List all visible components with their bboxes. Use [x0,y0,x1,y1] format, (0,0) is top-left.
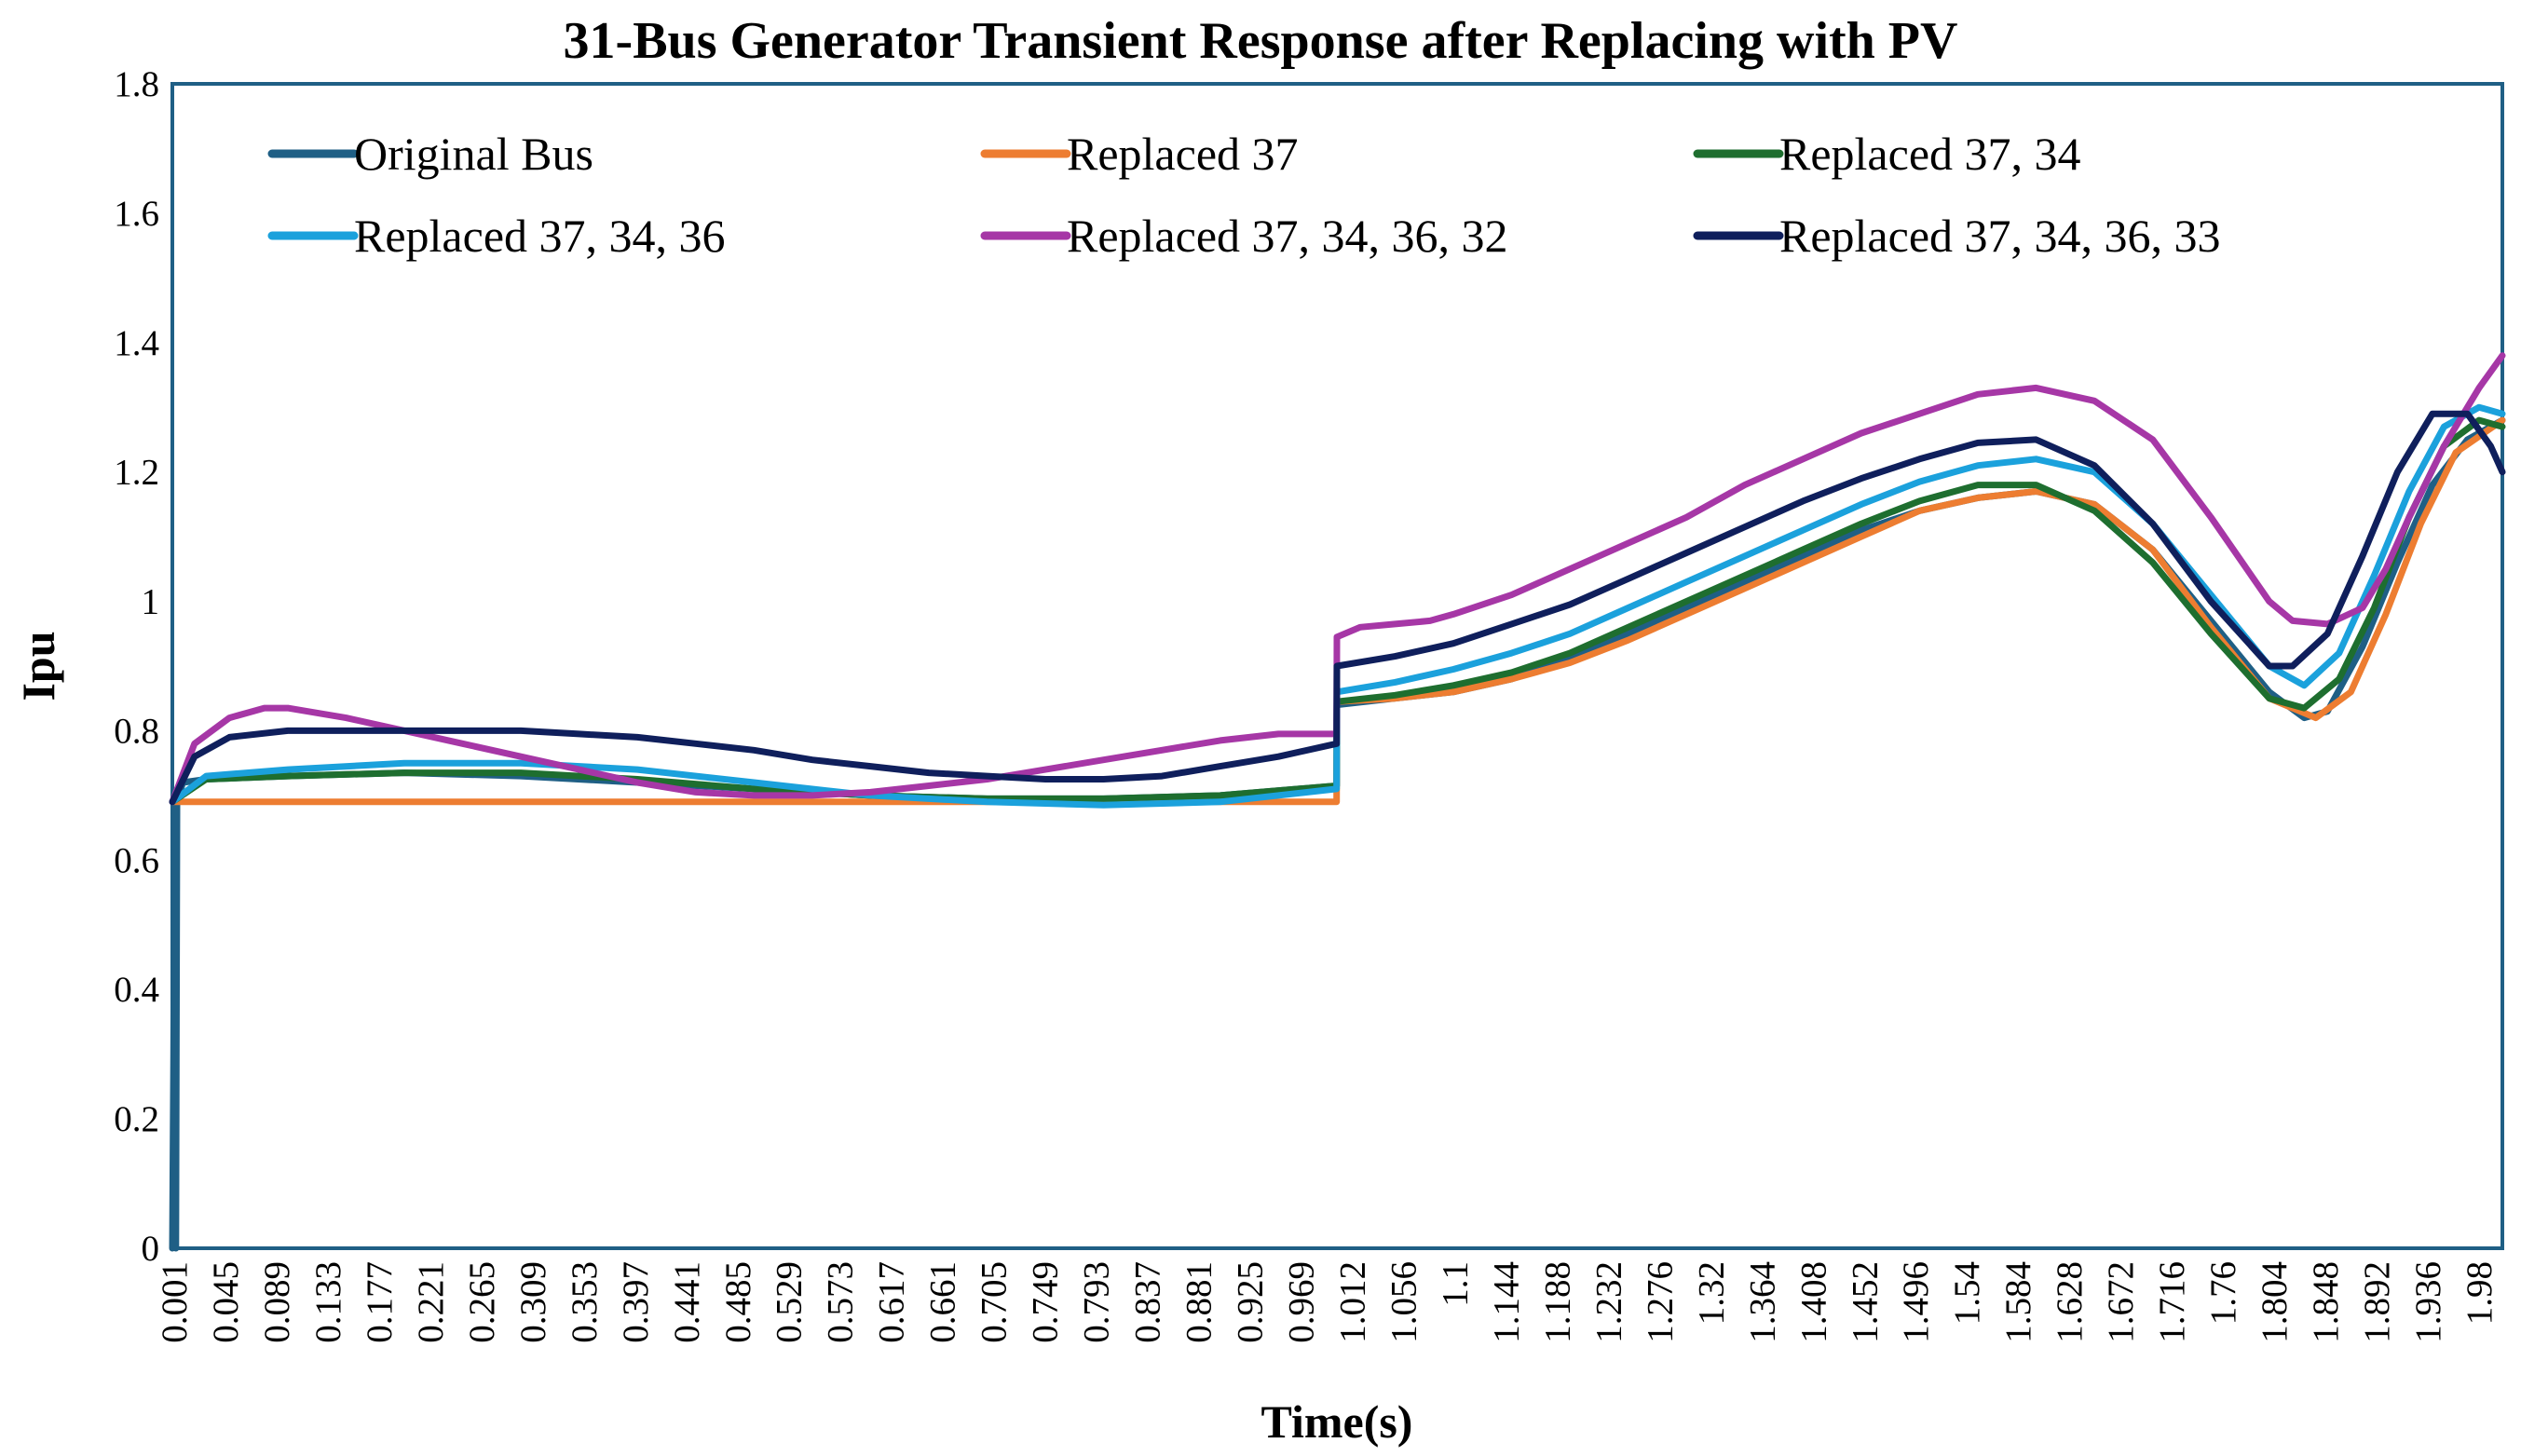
x-tick-label: 0.969 [1282,1261,1322,1343]
x-tick-label: 0.265 [462,1261,502,1343]
series-line-4 [169,403,2506,809]
x-tick-label: 0.617 [872,1261,912,1343]
x-tick-label: 0.133 [308,1261,348,1343]
x-tick-label: 1.276 [1640,1261,1680,1343]
x-axis-ticks: 0.001 0.045 0.089 0.133 0.177 0.221 0.265 0.309… [155,1261,2500,1343]
x-tick-label: 1.98 [2460,1261,2500,1325]
x-tick-label: 0.353 [565,1261,605,1343]
x-tick-label: 0.881 [1179,1261,1220,1343]
y-tick-label: 1.4 [114,323,159,363]
x-tick-label: 1.892 [2357,1261,2397,1343]
series-line-5 [169,352,2506,806]
x-tick-label: 0.705 [974,1261,1015,1343]
x-tick-label: 0.309 [513,1261,553,1343]
x-tick-label: 1.936 [2408,1261,2448,1343]
x-tick-label: 1.32 [1691,1261,1731,1325]
legend-label-5: Replaced 37, 34, 36, 32 [1067,210,1508,262]
y-tick-label: 0.8 [114,711,159,751]
x-tick-label: 0.793 [1077,1261,1117,1343]
x-tick-label: 0.089 [257,1261,297,1343]
x-tick-label: 1.628 [2050,1261,2090,1343]
y-tick-label: 0.4 [114,970,159,1010]
x-tick-label: 1.76 [2203,1261,2243,1325]
x-tick-label: 1.54 [1947,1261,1987,1325]
x-tick-label: 1.804 [2255,1261,2295,1343]
x-tick-label: 0.221 [411,1261,451,1343]
y-axis-title: Ipu [12,631,64,701]
legend: Original Bus Replaced 37 Replaced 37, 34 Re… [267,128,2221,262]
x-tick-label: 1.672 [2101,1261,2141,1343]
x-axis-title: Time(s) [1261,1395,1413,1448]
x-tick-label: 0.485 [718,1261,758,1343]
x-tick-label: 0.529 [770,1261,810,1343]
x-tick-label: 1.012 [1332,1261,1372,1343]
x-tick-label: 0.837 [1128,1261,1168,1343]
x-tick-label: 0.397 [616,1261,656,1343]
x-tick-label: 0.749 [1026,1261,1066,1343]
legend-label-6: Replaced 37, 34, 36, 33 [1779,210,2221,262]
x-tick-label: 1.716 [2152,1261,2192,1343]
y-tick-label: 1.6 [114,194,159,234]
x-tick-label: 0.441 [667,1261,707,1343]
series-line-3 [169,416,2506,806]
legend-label-1: Original Bus [354,128,593,180]
x-tick-label: 1.188 [1537,1261,1577,1343]
x-tick-label: 0.045 [206,1261,246,1343]
y-tick-label: 0.6 [114,840,159,880]
x-tick-label: 1.144 [1486,1261,1526,1343]
x-tick-label: 0.001 [155,1261,195,1343]
legend-label-2: Replaced 37 [1067,128,1299,180]
x-tick-label: 1.364 [1742,1261,1782,1343]
x-tick-label: 0.661 [923,1261,963,1343]
x-tick-label: 0.925 [1231,1261,1271,1343]
x-tick-label: 1.1 [1435,1261,1475,1307]
series-line-6 [169,410,2506,806]
chart-title: 31-Bus Generator Transient Response afte… [564,12,1958,70]
series-lines [169,352,2506,1252]
x-tick-label: 0.573 [821,1261,861,1343]
x-tick-label: 1.408 [1793,1261,1833,1343]
x-tick-label: 1.056 [1383,1261,1424,1343]
legend-label-4: Replaced 37, 34, 36 [354,210,726,262]
x-tick-label: 1.496 [1896,1261,1936,1343]
y-tick-label: 1.8 [114,64,159,104]
y-tick-label: 0.2 [114,1099,159,1139]
y-tick-label: 0 [142,1229,160,1269]
x-tick-label: 1.452 [1845,1261,1885,1343]
y-tick-label: 1.2 [114,453,159,493]
y-tick-label: 1 [142,582,160,622]
x-tick-label: 1.848 [2306,1261,2346,1343]
y-axis-ticks: 0 0.2 0.4 0.6 0.8 1 1.2 1.4 1.6 1.8 [114,64,159,1269]
x-tick-label: 1.232 [1588,1261,1628,1343]
x-tick-label: 1.584 [1998,1261,2038,1343]
legend-label-3: Replaced 37, 34 [1779,128,2081,180]
x-tick-label: 0.177 [360,1261,400,1343]
